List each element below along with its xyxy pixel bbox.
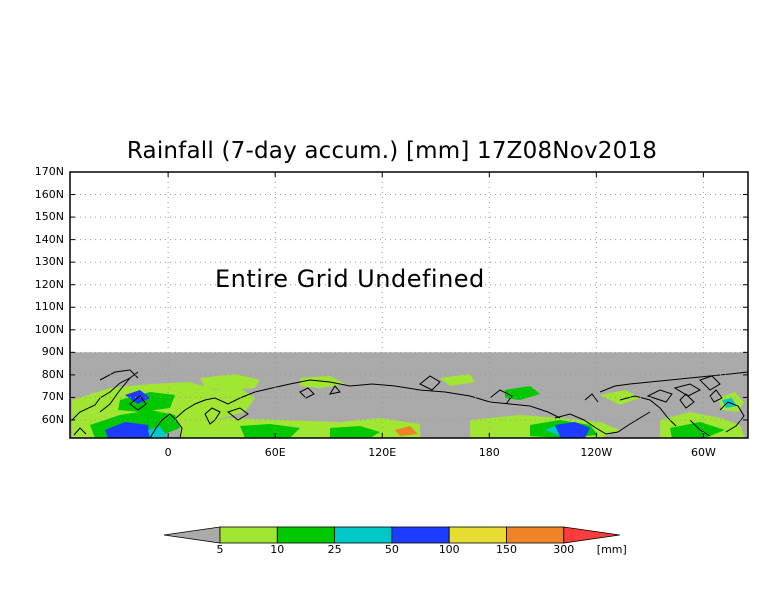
y-axis-label: 90N bbox=[41, 345, 64, 359]
colorbar bbox=[163, 526, 620, 544]
x-axis-label: 180 bbox=[478, 446, 500, 459]
grid-lines bbox=[70, 172, 748, 438]
y-axis-label: 70N bbox=[41, 390, 64, 404]
x-axis-label: 120E bbox=[368, 446, 397, 459]
colorbar-segment bbox=[448, 526, 507, 544]
map-plot-area bbox=[70, 172, 748, 438]
colorbar-segment bbox=[391, 526, 450, 544]
colorbar-level-label: 50 bbox=[384, 543, 399, 556]
y-axis-label: 110N bbox=[34, 300, 64, 314]
y-axis-label: 150N bbox=[34, 210, 64, 224]
colorbar-segment bbox=[219, 526, 278, 544]
colorbar-level-label: 5 bbox=[216, 543, 224, 556]
undefined-region bbox=[70, 172, 748, 353]
precip-pattern bbox=[72, 374, 745, 438]
y-axis-label: 60N bbox=[41, 412, 64, 426]
y-axis-label: 140N bbox=[34, 232, 64, 246]
x-axis-label: 60W bbox=[690, 446, 716, 459]
colorbar-unit-label: [mm] bbox=[596, 543, 627, 556]
axis-ticks bbox=[70, 171, 748, 438]
x-axis-label: 0 bbox=[164, 446, 172, 459]
colorbar-level-label: 150 bbox=[496, 543, 517, 556]
plot-frame bbox=[69, 171, 749, 439]
map-title: Rainfall (7-day accum.) [mm] 17Z08Nov201… bbox=[126, 138, 658, 164]
colorbar-level-label: 300 bbox=[553, 543, 575, 556]
x-axis-label: 60E bbox=[264, 446, 286, 459]
undefined-grid-message: Entire Grid Undefined bbox=[215, 265, 485, 293]
y-axis-label: 120N bbox=[34, 277, 64, 291]
y-axis-label: 100N bbox=[34, 322, 64, 336]
coastlines bbox=[71, 369, 748, 438]
y-axis-label: 80N bbox=[41, 367, 64, 381]
colorbar-segment bbox=[334, 526, 393, 544]
colorbar-level-label: 100 bbox=[438, 543, 460, 556]
x-axis-label: 120W bbox=[580, 446, 613, 459]
colorbar-level-label: 10 bbox=[270, 543, 285, 556]
colorbar-low-arrow bbox=[163, 526, 221, 544]
colorbar-segment bbox=[276, 526, 335, 544]
colorbar-level-label: 25 bbox=[327, 543, 342, 556]
y-axis-label: 160N bbox=[34, 187, 64, 201]
colorbar-high-arrow bbox=[563, 526, 620, 544]
y-axis-label: 130N bbox=[34, 255, 64, 269]
y-axis-label: 170N bbox=[34, 165, 64, 178]
colorbar-segment bbox=[506, 526, 565, 544]
